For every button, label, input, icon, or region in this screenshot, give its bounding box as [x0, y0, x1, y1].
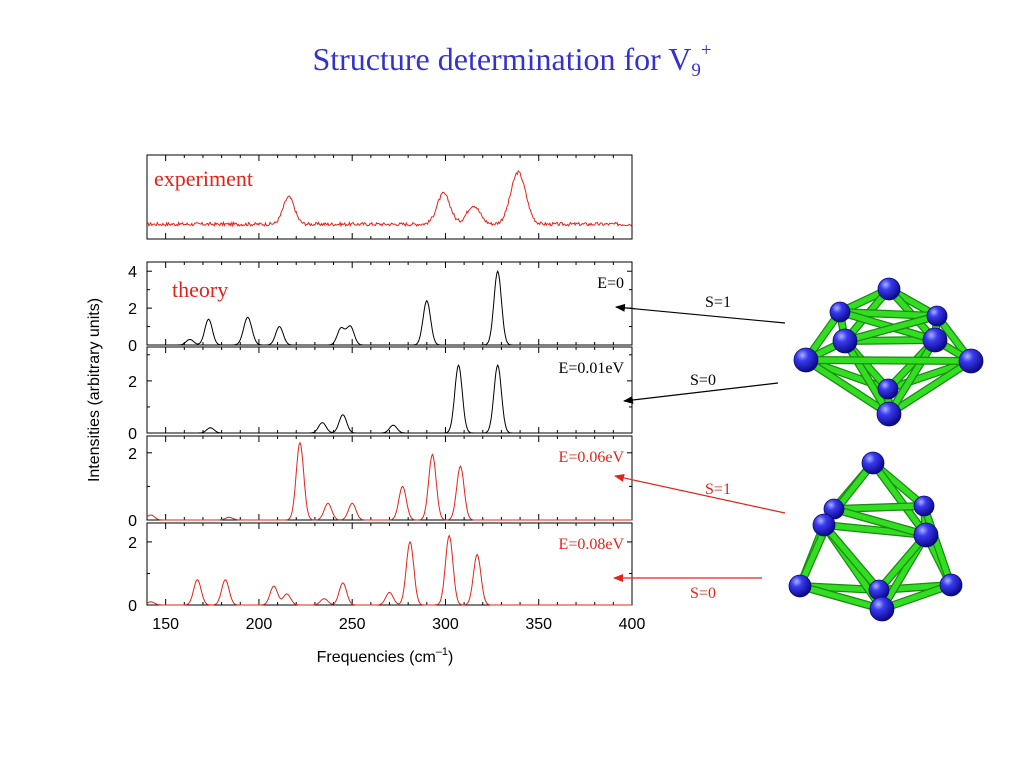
vanadium-atom	[876, 401, 902, 427]
structure-capped-square-antiprism	[793, 277, 984, 427]
vanadium-atom	[913, 495, 935, 517]
vanadium-atom	[926, 305, 948, 327]
bond	[886, 337, 938, 417]
energy-label: E=0.01eV	[559, 360, 625, 377]
spectrum-line	[146, 441, 632, 521]
spectrum-line	[146, 169, 633, 228]
spin-label: S=1	[705, 294, 731, 311]
assignment-arrow	[615, 303, 786, 324]
vanadium-atom	[877, 378, 899, 400]
vanadium-atom	[939, 573, 963, 597]
spectrum-panel-5: 0 2 E=0.08eV	[128, 522, 633, 615]
bond	[842, 313, 940, 344]
spectrum-line	[146, 534, 632, 606]
bond	[886, 358, 974, 417]
vanadium-atom	[922, 327, 948, 353]
y-tick-label: 2	[128, 535, 137, 552]
bond	[797, 583, 885, 612]
spin-label: S=0	[690, 372, 716, 389]
x-tick-label: 350	[525, 616, 552, 633]
vanadium-atom	[958, 348, 984, 374]
vanadium-atom	[829, 301, 851, 323]
y-tick-label: 2	[128, 374, 137, 391]
spin-label: S=0	[690, 585, 716, 602]
y-tick-label: 2	[128, 446, 137, 463]
vanadium-atom	[832, 328, 858, 354]
spectrum-line	[147, 363, 632, 434]
bond	[842, 338, 892, 417]
x-tick-label: 150	[152, 616, 179, 633]
panel-label: theory	[172, 277, 228, 302]
vanadium-atom	[861, 451, 885, 475]
vanadium-atom	[877, 277, 901, 301]
energy-label: E=0	[597, 275, 624, 292]
spectrum-panel-2: 0 2 4 theory E=0	[128, 261, 633, 355]
vanadium-atom	[869, 596, 895, 622]
bond	[831, 506, 929, 538]
x-tick-label: 200	[246, 616, 273, 633]
x-tick-label: 400	[619, 616, 646, 633]
panel-frame	[146, 261, 633, 346]
assignment-arrow	[614, 474, 786, 514]
y-tick-label: 2	[128, 301, 137, 318]
spectrum-panel-1: experiment	[146, 154, 633, 240]
spectrum-panel-4: 0 2 E=0.06eV	[128, 435, 633, 530]
vanadium-atom	[812, 513, 836, 537]
spin-label: S=1	[705, 481, 731, 498]
y-tick-label: 4	[128, 264, 137, 281]
spectrum-line	[147, 269, 632, 346]
y-tick-label: 0	[128, 338, 137, 355]
x-axis-label: Frequencies (cm–1)	[317, 646, 454, 666]
x-tick-label: 300	[432, 616, 459, 633]
y-tick-label: 0	[128, 426, 137, 443]
vanadium-atom	[913, 522, 939, 548]
structure-tricapped-trigonal-prism	[788, 451, 963, 622]
energy-label: E=0.06eV	[559, 449, 625, 466]
bond	[803, 357, 892, 417]
bond	[870, 460, 929, 538]
panel-label: experiment	[154, 166, 253, 191]
y-tick-label: 0	[128, 598, 137, 615]
energy-label: E=0.08eV	[559, 536, 625, 553]
vanadium-atom	[793, 347, 819, 373]
bond	[831, 503, 927, 512]
assignment-arrow	[623, 382, 779, 404]
vanadium-atom	[823, 498, 845, 520]
y-tick-label: 0	[128, 513, 137, 530]
bond	[921, 503, 954, 588]
x-tick-label: 250	[339, 616, 366, 633]
bond	[821, 522, 882, 593]
bond	[803, 357, 974, 364]
slide-title: Structure determination for V9+	[312, 40, 712, 81]
vanadium-atom	[788, 574, 812, 598]
y-axis-label: Intensities (arbitrary units)	[86, 298, 103, 482]
spectrum-panel-3: 0 2 E=0.01eV	[128, 346, 633, 443]
